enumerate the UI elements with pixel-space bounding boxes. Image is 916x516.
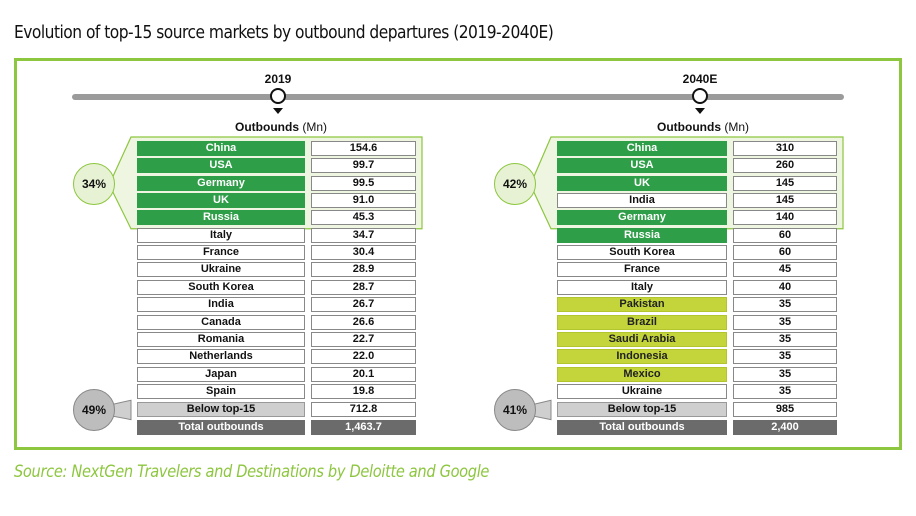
country-cell: China — [137, 141, 305, 156]
country-cell: Spain — [137, 383, 305, 399]
value-cell: 99.5 — [311, 175, 416, 191]
page-title: Evolution of top-15 source markets by ou… — [14, 22, 554, 43]
value-cell: 35 — [733, 349, 837, 365]
year-label-2019: 2019 — [264, 72, 292, 86]
value-cell: 26.6 — [311, 314, 416, 330]
value-cell: 28.7 — [311, 279, 416, 295]
value-cell: 60 — [733, 245, 837, 261]
country-cell: Russia — [137, 210, 305, 226]
below-share-circle-2040e: 41% — [494, 389, 536, 432]
below-top15-label: Below top-15 — [557, 402, 727, 418]
value-cell: 35 — [733, 383, 837, 399]
value-cell: 145 — [733, 193, 837, 209]
value-cell: 260 — [733, 158, 837, 174]
country-cell: France — [557, 262, 727, 278]
country-cell: India — [137, 297, 305, 313]
country-cell: Ukraine — [137, 262, 305, 278]
value-cell: 28.9 — [311, 262, 416, 278]
country-cell: South Korea — [557, 245, 727, 261]
below-top15-value: 712.8 — [311, 402, 416, 418]
total-outbounds-value: 2,400 — [733, 419, 837, 435]
value-cell: 310 — [733, 141, 837, 156]
arrow-down-icon — [695, 108, 705, 114]
country-cell: UK — [137, 193, 305, 209]
total-outbounds-value: 1,463.7 — [311, 419, 416, 435]
top5-share-circle-2040e: 42% — [494, 163, 536, 206]
value-cell: 145 — [733, 175, 837, 191]
country-cell: Germany — [137, 175, 305, 191]
value-cell: 19.8 — [311, 383, 416, 399]
value-cell: 22.7 — [311, 331, 416, 347]
country-cell: Italy — [557, 279, 727, 295]
year-label-2040e: 2040E — [682, 72, 718, 86]
value-cell: 40 — [733, 279, 837, 295]
arrow-down-icon — [273, 108, 283, 114]
value-cell: 35 — [733, 331, 837, 347]
country-cell: Japan — [137, 366, 305, 382]
country-cell: Russia — [557, 227, 727, 243]
country-cell: Brazil — [557, 314, 727, 330]
total-outbounds-label: Total outbounds — [557, 419, 727, 435]
country-cell: Indonesia — [557, 349, 727, 365]
timeline-marker-2040e — [692, 88, 708, 104]
value-cell: 35 — [733, 297, 837, 313]
country-cell: France — [137, 245, 305, 261]
value-cell: 45 — [733, 262, 837, 278]
below-top15-label: Below top-15 — [137, 402, 305, 418]
country-cell: UK — [557, 175, 727, 191]
country-cell: Ukraine — [557, 383, 727, 399]
country-cell: Pakistan — [557, 297, 727, 313]
value-cell: 60 — [733, 227, 837, 243]
column-header-2019: Outbounds (Mn) — [235, 120, 327, 134]
value-cell: 20.1 — [311, 366, 416, 382]
country-cell: South Korea — [137, 279, 305, 295]
source-note: Source: NextGen Travelers and Destinatio… — [14, 462, 490, 482]
country-cell: USA — [557, 158, 727, 174]
value-cell: 22.0 — [311, 349, 416, 365]
country-cell: India — [557, 193, 727, 209]
country-cell: Canada — [137, 314, 305, 330]
total-outbounds-label: Total outbounds — [137, 419, 305, 435]
timeline-bar — [72, 94, 844, 100]
value-cell: 35 — [733, 314, 837, 330]
timeline-marker-2019 — [270, 88, 286, 104]
value-cell: 30.4 — [311, 245, 416, 261]
country-cell: USA — [137, 158, 305, 174]
value-cell: 45.3 — [311, 210, 416, 226]
top5-share-circle-2019: 34% — [73, 163, 115, 206]
country-cell: Italy — [137, 227, 305, 243]
country-cell: Saudi Arabia — [557, 331, 727, 347]
value-cell: 34.7 — [311, 227, 416, 243]
value-cell: 154.6 — [311, 141, 416, 156]
country-cell: Netherlands — [137, 349, 305, 365]
below-top15-value: 985 — [733, 402, 837, 418]
country-cell: Germany — [557, 210, 727, 226]
country-cell: Romania — [137, 331, 305, 347]
value-cell: 99.7 — [311, 158, 416, 174]
column-header-2040e: Outbounds (Mn) — [657, 120, 749, 134]
chart-frame — [14, 58, 902, 450]
value-cell: 35 — [733, 366, 837, 382]
country-cell: China — [557, 141, 727, 156]
value-cell: 26.7 — [311, 297, 416, 313]
value-cell: 140 — [733, 210, 837, 226]
below-share-circle-2019: 49% — [73, 389, 115, 432]
value-cell: 91.0 — [311, 193, 416, 209]
country-cell: Mexico — [557, 366, 727, 382]
